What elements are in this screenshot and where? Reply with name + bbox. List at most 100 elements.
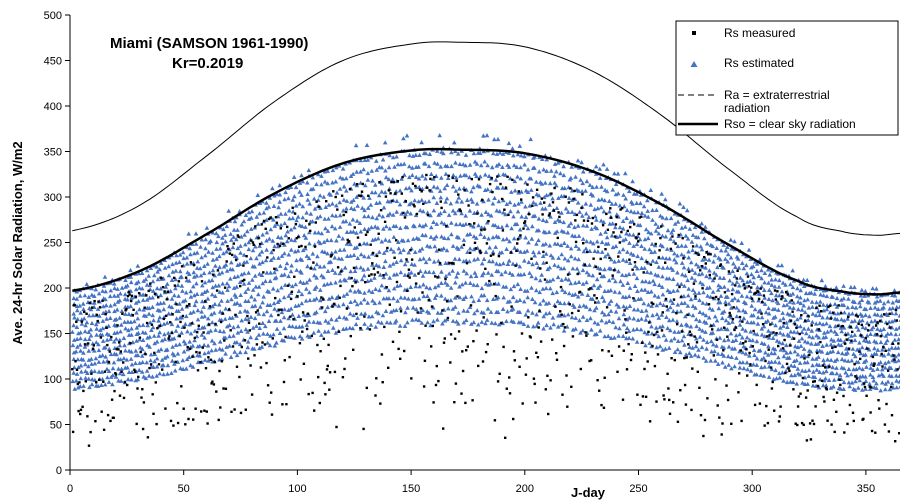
measured-point (671, 235, 674, 238)
measured-point (492, 282, 496, 286)
estimated-point (550, 315, 556, 320)
measured-point (198, 351, 201, 354)
estimated-point (694, 243, 700, 248)
measured-point (539, 340, 543, 343)
estimated-point (667, 276, 672, 281)
estimated-point (543, 180, 548, 185)
measured-point (384, 195, 388, 198)
measured-point (425, 173, 428, 177)
estimated-point (341, 247, 347, 252)
estimated-point (479, 212, 484, 217)
estimated-point (177, 342, 182, 347)
estimated-point (86, 313, 92, 318)
estimated-point (504, 318, 509, 324)
estimated-point (517, 309, 523, 314)
estimated-point (119, 322, 124, 327)
estimated-point (794, 358, 799, 363)
estimated-point (752, 307, 758, 312)
estimated-point (787, 305, 793, 310)
estimated-point (639, 210, 645, 215)
estimated-point (391, 234, 397, 239)
estimated-point (113, 316, 119, 322)
measured-point (169, 321, 172, 324)
estimated-point (275, 308, 281, 313)
measured-point (262, 219, 266, 223)
estimated-point (286, 334, 291, 339)
estimated-point (387, 199, 393, 204)
measured-point (851, 330, 854, 334)
estimated-point (188, 310, 193, 315)
estimated-point (217, 253, 222, 259)
estimated-point (96, 291, 102, 296)
estimated-point (759, 268, 764, 273)
measured-point (371, 262, 374, 265)
measured-point (633, 223, 636, 226)
estimated-point (459, 211, 464, 216)
estimated-point (499, 272, 504, 277)
estimated-point (276, 205, 281, 210)
estimated-point (548, 286, 553, 291)
estimated-point (191, 270, 197, 275)
estimated-point (165, 347, 170, 352)
estimated-point (332, 255, 338, 260)
estimated-point (647, 340, 652, 345)
measured-point (802, 423, 805, 426)
measured-point (441, 309, 444, 312)
estimated-point (398, 225, 403, 230)
estimated-point (754, 356, 760, 361)
estimated-point (699, 229, 705, 234)
estimated-point (878, 388, 883, 393)
estimated-point (129, 326, 134, 331)
estimated-point (442, 208, 447, 214)
estimated-point (314, 181, 319, 187)
estimated-point (293, 184, 299, 190)
estimated-point (412, 249, 418, 254)
estimated-point (723, 318, 729, 323)
measured-point (309, 229, 312, 233)
measured-point (625, 368, 629, 371)
estimated-point (266, 289, 272, 294)
estimated-point (599, 184, 604, 189)
estimated-point (761, 355, 767, 360)
estimated-point (737, 332, 742, 337)
estimated-point (171, 336, 177, 341)
estimated-point (752, 352, 757, 358)
estimated-point (252, 303, 258, 308)
estimated-point (95, 306, 101, 311)
estimated-point (872, 305, 878, 310)
estimated-point (158, 292, 163, 298)
measured-point (767, 348, 770, 351)
estimated-point (286, 252, 292, 257)
measured-point (405, 258, 408, 261)
estimated-point (801, 303, 807, 308)
estimated-point (212, 341, 217, 346)
estimated-point (872, 300, 878, 305)
estimated-point (604, 189, 610, 194)
estimated-point (521, 271, 527, 277)
estimated-point (329, 317, 334, 322)
estimated-point (398, 258, 404, 263)
estimated-point (813, 286, 819, 292)
measured-point (574, 240, 578, 244)
estimated-point (434, 292, 439, 298)
measured-point (821, 364, 824, 367)
measured-point (389, 192, 392, 195)
estimated-point (707, 285, 712, 290)
estimated-point (96, 347, 102, 353)
estimated-point (888, 365, 894, 370)
estimated-point (92, 377, 98, 382)
measured-point (873, 362, 876, 365)
estimated-point (838, 342, 844, 348)
estimated-point (766, 344, 771, 349)
measured-point (93, 299, 96, 303)
estimated-point (301, 312, 307, 317)
estimated-point (341, 293, 347, 298)
estimated-point (836, 342, 841, 347)
estimated-point (547, 243, 553, 248)
estimated-point (228, 354, 234, 359)
estimated-point (245, 329, 250, 334)
estimated-point (716, 283, 721, 288)
estimated-point (267, 278, 273, 283)
estimated-point (267, 236, 272, 241)
measured-point (222, 387, 225, 390)
